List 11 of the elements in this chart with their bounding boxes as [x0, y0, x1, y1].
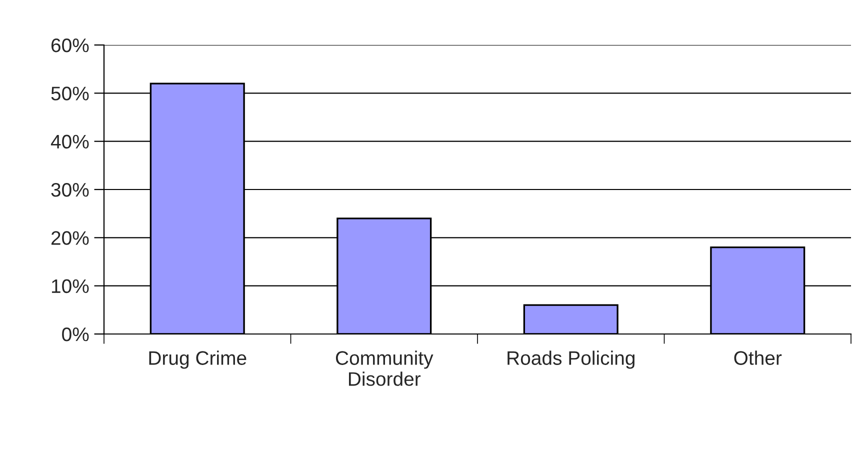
x-tick-label: Roads Policing [508, 350, 634, 369]
x-tick-label: Community Disorder [336, 350, 434, 386]
x-tick-label: Drug Crime [149, 350, 246, 369]
y-tick-label: 20% [51, 231, 89, 245]
y-tick-label: 10% [52, 279, 89, 294]
x-tick-label: Other [734, 350, 782, 365]
y-tick-label: 50% [51, 86, 89, 100]
y-tick-label: 60% [51, 38, 89, 52]
y-tick-label: 40% [50, 134, 89, 149]
y-tick-label: 0% [62, 327, 89, 342]
y-tick-label: 30% [51, 182, 89, 197]
